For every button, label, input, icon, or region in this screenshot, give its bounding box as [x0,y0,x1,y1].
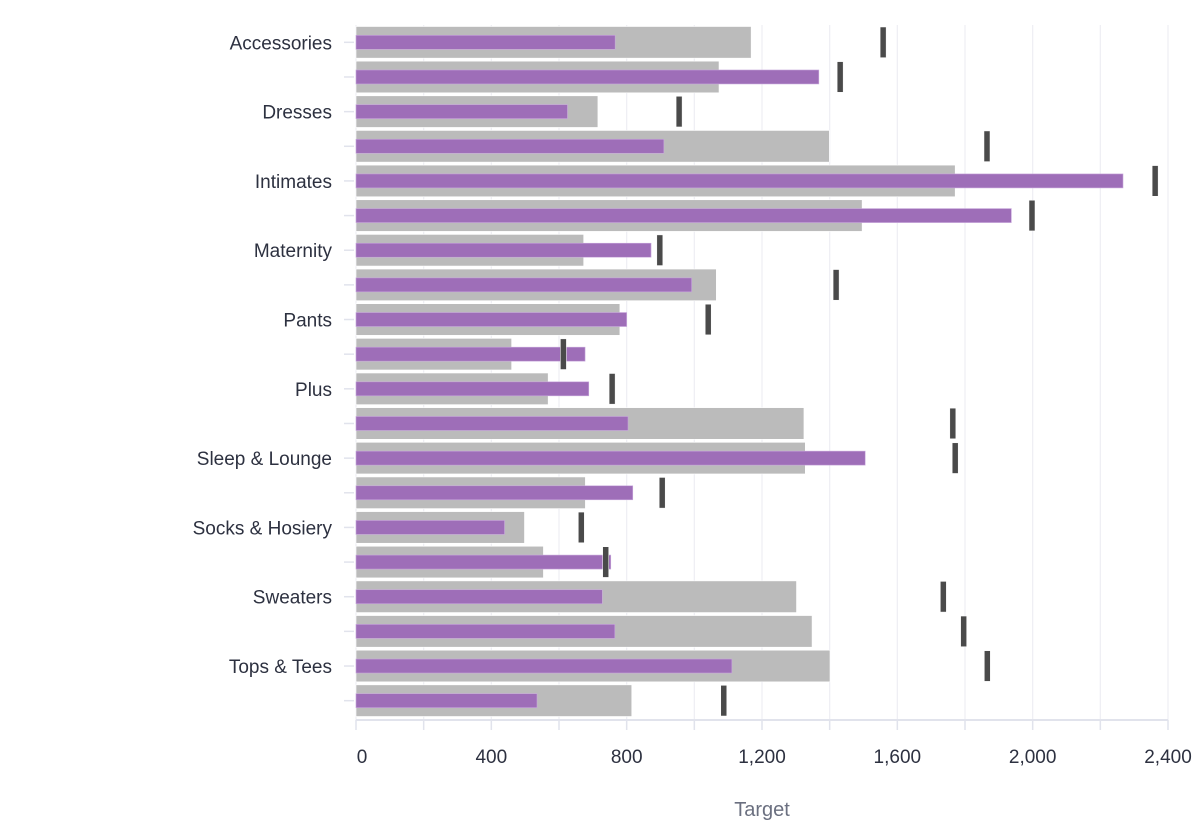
x-tick-label: 1,600 [874,747,922,768]
actual-bar[interactable] [355,450,866,466]
actual-bar[interactable] [355,554,612,570]
target-marker[interactable] [832,269,840,301]
target-marker[interactable] [984,650,991,682]
target-marker[interactable] [836,61,844,93]
x-tick-label: 0 [357,747,368,768]
x-tick-label: 1,200 [738,747,786,768]
target-marker[interactable] [983,130,991,162]
target-marker[interactable] [675,96,683,128]
y-category-label: Plus [295,380,332,401]
target-marker[interactable] [1028,200,1036,232]
target-marker[interactable] [658,477,666,509]
actual-bar[interactable] [355,381,590,397]
y-category-label: Intimates [255,172,332,193]
actual-bar[interactable] [355,138,665,154]
target-marker[interactable] [949,407,957,440]
actual-bar[interactable] [355,589,603,605]
actual-bar[interactable] [355,485,634,501]
y-category-label: Sweaters [253,588,332,609]
actual-bar[interactable] [355,416,629,431]
actual-bar[interactable] [355,242,652,258]
x-axis-title: Target [734,799,790,821]
target-marker[interactable] [960,615,967,647]
target-marker[interactable] [608,373,616,405]
actual-bar[interactable] [355,346,586,362]
actual-bar[interactable] [355,624,616,639]
actual-bar[interactable] [355,173,1124,189]
target-marker[interactable] [720,685,728,717]
y-axis: Accessories Dresses Intimates Maternity Pant… [193,33,354,702]
x-tick-label: 800 [611,747,643,768]
target-marker[interactable] [704,303,712,336]
target-marker[interactable] [951,442,959,474]
actual-bar[interactable] [355,658,733,674]
x-tick-label: 2,400 [1144,747,1192,768]
y-category-label: Pants [283,311,332,332]
target-marker[interactable] [560,338,567,370]
target-marker[interactable] [879,26,887,58]
target-marker[interactable] [602,546,609,578]
bars [355,26,1159,717]
actual-bar[interactable] [355,520,505,535]
target-marker[interactable] [940,581,947,613]
y-category-label: Maternity [254,241,333,262]
x-tick-label: 2,000 [1009,747,1057,768]
target-marker[interactable] [656,234,664,266]
actual-bar[interactable] [355,693,538,708]
actual-bar[interactable] [355,277,692,293]
y-category-label: Socks & Hosiery [193,518,333,539]
actual-bar[interactable] [355,69,820,85]
actual-bar[interactable] [355,104,568,119]
x-tick-label: 400 [475,747,507,768]
actual-bar[interactable] [355,35,616,50]
y-category-label: Tops & Tees [229,657,332,678]
target-marker[interactable] [578,511,585,543]
y-category-label: Dresses [262,103,332,124]
actual-bar[interactable] [355,208,1012,223]
x-axis: 0 400 800 1,200 1,600 2,000 2,400 [355,719,1192,768]
y-category-label: Sleep & Lounge [197,449,332,470]
y-category-label: Accessories [230,33,332,54]
target-marker[interactable] [1151,165,1159,197]
actual-bar[interactable] [355,312,627,327]
